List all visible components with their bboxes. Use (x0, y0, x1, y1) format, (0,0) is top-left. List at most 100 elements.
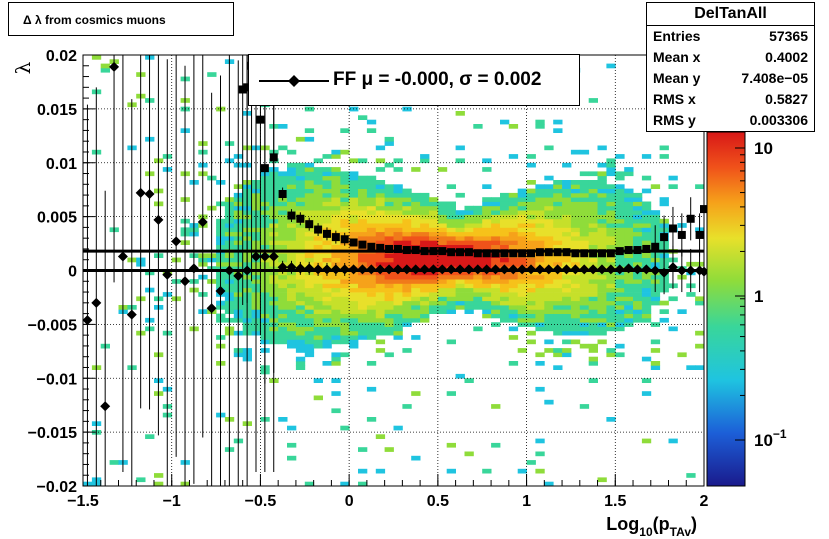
heat-cell (420, 287, 430, 293)
heat-cell (340, 218, 350, 224)
heat-cell (588, 197, 598, 202)
heat-cell (322, 335, 332, 340)
heat-cell (287, 231, 297, 237)
heat-cell (295, 244, 306, 250)
heat-cell (402, 261, 412, 267)
heat-cell (358, 253, 368, 258)
heat-cell (402, 197, 412, 202)
heat-cell (606, 274, 616, 280)
data-point-square (571, 249, 580, 258)
data-point-diamond (304, 263, 315, 274)
heat-cell (331, 322, 341, 327)
heat-cell (304, 192, 315, 198)
data-point-diamond (508, 264, 519, 275)
axes: −1.5 −1 −0.5 0 0.5 1 1.5 2−0.02−0.015−0.01−0.00… (28, 48, 709, 510)
heat-cell (633, 210, 643, 215)
heat-cell (384, 236, 394, 241)
heat-cell (588, 348, 598, 353)
heat-cell (375, 205, 386, 211)
heat-cell (91, 55, 102, 60)
color-scale-bar (706, 131, 746, 487)
heat-cell (358, 158, 368, 164)
heat-cell (606, 283, 616, 289)
heat-cell (455, 111, 465, 116)
heat-cell (615, 188, 625, 194)
heat-cell (411, 391, 421, 396)
heat-cell (544, 231, 554, 237)
heat-cell (641, 391, 652, 396)
heat-cell (340, 317, 350, 323)
heat-cell (278, 317, 288, 323)
heat-cell (526, 287, 536, 293)
heat-cell (588, 313, 598, 319)
heat-cell (597, 201, 607, 207)
heat-cell (384, 218, 394, 224)
heat-cell (553, 128, 563, 133)
heat-cell (491, 197, 501, 202)
x-tick-label: −1.5 (67, 493, 99, 510)
heat-cell (375, 296, 386, 302)
heat-cell (606, 326, 616, 332)
heat-cell (562, 244, 572, 250)
heat-cell (331, 339, 341, 345)
heat-cell (500, 305, 510, 310)
heat-cell (482, 210, 492, 215)
heat-cell (287, 283, 297, 289)
heat-cell (606, 309, 616, 314)
heat-cell (562, 201, 572, 207)
heat-cell (340, 184, 350, 189)
heat-cell (588, 292, 598, 297)
heat-cell (375, 292, 386, 297)
heat-cell (295, 305, 306, 310)
heat-cell (340, 296, 350, 302)
heat-cell (615, 317, 625, 323)
heat-cell (402, 274, 412, 280)
heat-cell (473, 210, 483, 215)
heat-cell (287, 322, 297, 327)
heat-cell (597, 283, 607, 289)
heat-cell (517, 300, 527, 306)
heat-cell (331, 279, 341, 284)
heat-cell (331, 253, 341, 258)
heat-cell (464, 296, 474, 302)
heat-cell (624, 223, 634, 228)
heat-cell (517, 240, 527, 245)
heat-cell (287, 227, 297, 233)
heat-cell (517, 309, 527, 314)
heat-cell (340, 481, 350, 486)
heat-cell (535, 309, 545, 314)
heat-cell (287, 184, 297, 189)
heat-cell (544, 326, 554, 332)
heat-cell (535, 227, 545, 233)
heat-cell (641, 356, 652, 362)
heat-cell (393, 300, 403, 306)
data-point-diamond (348, 264, 359, 275)
heat-cell (535, 223, 545, 228)
heat-cell (446, 231, 456, 237)
heat-cell (650, 365, 661, 370)
heat-cell (313, 175, 323, 181)
heat-cell (154, 473, 164, 478)
heat-cell (349, 227, 359, 233)
heat-cell (331, 205, 341, 211)
heat-cell (659, 201, 669, 207)
heat-cell (650, 292, 661, 297)
heat-cell (154, 481, 164, 486)
heat-cell (553, 184, 563, 189)
heat-cell (455, 305, 465, 310)
heat-cell (526, 244, 536, 250)
heat-cell (606, 417, 616, 422)
heat-cell (562, 309, 572, 314)
heat-cell (650, 300, 661, 306)
heat-cell (340, 257, 350, 263)
heat-cell (526, 210, 536, 215)
heat-cell (535, 361, 545, 366)
heat-cell (562, 227, 572, 233)
heat-cell (535, 326, 545, 332)
heat-cell (615, 296, 625, 302)
heat-cell (579, 300, 590, 306)
heat-cell (295, 292, 306, 297)
heat-cell (597, 257, 607, 263)
heat-cell (535, 244, 545, 250)
heat-cell (429, 244, 439, 250)
